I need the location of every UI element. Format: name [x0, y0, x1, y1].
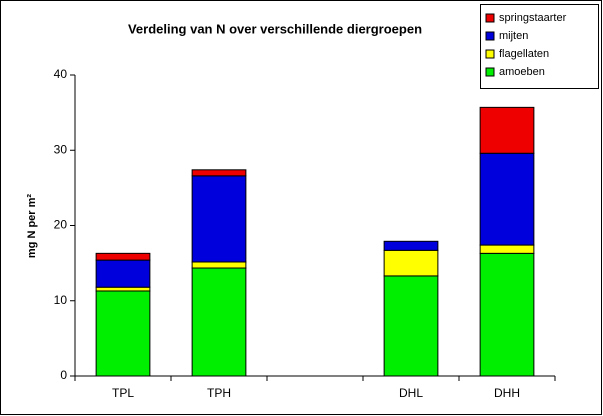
y-tick-label: 20 [54, 218, 68, 232]
bar-segment [383, 249, 439, 277]
x-tick-label: DHL [399, 386, 423, 400]
bar-segment [479, 252, 535, 377]
bar-segment [191, 169, 247, 177]
bar-segment [191, 175, 247, 263]
x-tick-label: TPH [207, 386, 231, 400]
y-tick-label: 0 [60, 368, 67, 382]
legend-label: mijten [499, 30, 528, 42]
legend-label: flagellaten [499, 48, 549, 60]
bar-segment [479, 152, 535, 246]
chart-title: Verdeling van N over verschillende dierg… [128, 21, 422, 36]
legend-swatch [485, 13, 495, 23]
bar-segment [95, 259, 151, 288]
bar-segment [383, 275, 439, 377]
legend-label: springstaarter [499, 12, 567, 24]
y-tick-label: 30 [54, 142, 68, 156]
bar-segment [95, 286, 151, 292]
y-tick-label: 10 [54, 293, 68, 307]
bar-segment [479, 106, 535, 154]
x-tick-label: DHH [494, 386, 520, 400]
bar-segment [95, 290, 151, 377]
bar-segment [191, 267, 247, 377]
legend-swatch [485, 49, 495, 59]
legend-label: amoeben [499, 66, 545, 78]
bar-segment [191, 261, 247, 269]
bar-segment [383, 240, 439, 251]
bar-segment [479, 244, 535, 254]
y-axis-label: mg N per m² [26, 194, 38, 259]
y-tick-label: 40 [54, 67, 68, 81]
bar-segment [95, 252, 151, 261]
legend-swatch [485, 67, 495, 77]
x-tick-label: TPL [112, 386, 134, 400]
legend-box [480, 4, 599, 89]
legend-swatch [485, 31, 495, 41]
